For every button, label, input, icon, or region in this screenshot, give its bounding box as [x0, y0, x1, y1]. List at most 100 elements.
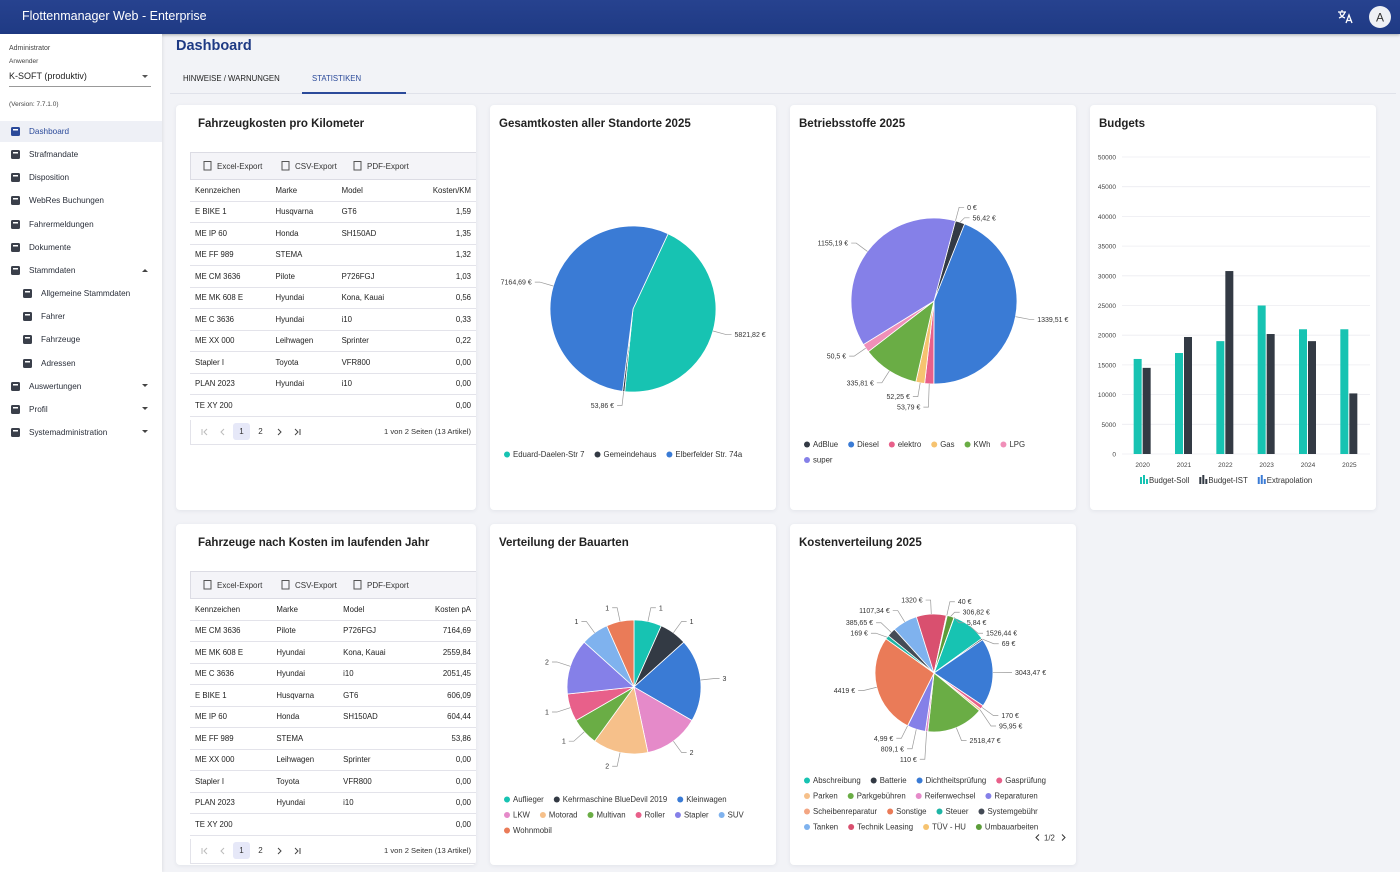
translate-icon[interactable]: [1336, 8, 1354, 26]
legend-item[interactable]: Batterie: [870, 776, 907, 785]
legend-item[interactable]: Umbauarbeiten: [975, 823, 1038, 832]
column-header[interactable]: Marke: [270, 180, 337, 202]
bar[interactable]: [1142, 367, 1151, 454]
table-row: ME IP 60 Honda SH150AD 604,44: [190, 706, 476, 728]
menu-item[interactable]: Fahrermeldungen: [0, 214, 162, 235]
bar[interactable]: [1299, 329, 1307, 454]
legend-item[interactable]: Budget-IST: [1199, 475, 1248, 485]
legend-dot: [718, 812, 725, 818]
column-header[interactable]: Kennzeichen: [190, 599, 272, 621]
legend-item[interactable]: Sonstige: [887, 807, 927, 816]
pie-slice[interactable]: [549, 225, 669, 392]
page-button[interactable]: 1: [233, 841, 250, 859]
menu-item[interactable]: Fahrzeuge: [0, 329, 162, 350]
legend-item[interactable]: Wohnmobil: [504, 826, 552, 835]
legend-item[interactable]: Budget-Soll: [1140, 475, 1190, 485]
tab[interactable]: HINWEISE / WARNUNGEN: [173, 66, 303, 92]
role: Administrator: [9, 45, 51, 52]
legend-item[interactable]: Systemgebühr: [978, 807, 1038, 816]
pie-slice[interactable]: [633, 641, 702, 722]
legend-item[interactable]: elektro: [888, 440, 922, 449]
column-header[interactable]: Model: [336, 180, 410, 202]
bar[interactable]: [1133, 358, 1142, 454]
pie-slice[interactable]: [606, 619, 635, 688]
legend-item[interactable]: Kleinwagen: [677, 795, 727, 804]
column-header[interactable]: Model: [338, 599, 412, 621]
bar[interactable]: [1308, 341, 1316, 454]
legend-item[interactable]: Multivan: [587, 811, 626, 820]
pie-slice[interactable]: [933, 223, 1018, 385]
page-button[interactable]: 2: [252, 842, 269, 859]
bar[interactable]: [1349, 393, 1358, 454]
column-header[interactable]: Marke: [271, 599, 339, 621]
bar[interactable]: [1184, 336, 1192, 454]
legend-item[interactable]: Kehrmaschine BlueDevil 2019: [553, 795, 667, 804]
page-button[interactable]: 2: [252, 423, 269, 440]
card: Budgets 0 5000 10000 15000 20000 25000 30000 350…: [1090, 105, 1376, 510]
legend-item[interactable]: KWh: [964, 440, 991, 449]
tab[interactable]: STATISTIKEN: [302, 66, 406, 94]
column-header[interactable]: Kosten/KM: [409, 180, 476, 202]
menu-item[interactable]: Strafmandate: [0, 144, 162, 165]
legend-item[interactable]: LKW: [504, 811, 531, 820]
menu-item[interactable]: Fahrer: [0, 306, 162, 327]
column-header[interactable]: Kennzeichen: [190, 180, 271, 202]
menu-item[interactable]: Systemadministration: [0, 422, 162, 443]
menu-item[interactable]: Dashboard: [0, 121, 162, 142]
legend-item[interactable]: Stapler: [674, 811, 709, 820]
menu-item[interactable]: Adressen: [0, 353, 162, 374]
legend-item[interactable]: Gemeindehaus: [594, 450, 657, 459]
legend-item[interactable]: SUV: [718, 811, 745, 820]
legend-item[interactable]: Scheibenreparatur: [804, 807, 878, 816]
bar[interactable]: [1216, 341, 1225, 454]
legend-item[interactable]: TÜV - HU: [923, 823, 966, 832]
legend-item[interactable]: Dichtheitsprüfung: [916, 776, 987, 785]
menu-item[interactable]: Profil: [0, 399, 162, 420]
legend-item[interactable]: Roller: [635, 811, 666, 820]
legend-item[interactable]: Steuer: [936, 807, 969, 816]
bar[interactable]: [1175, 353, 1183, 454]
bar[interactable]: [1266, 334, 1275, 454]
menu-item[interactable]: WebRes Buchungen: [0, 190, 162, 211]
menu-item[interactable]: Allgemeine Stammdaten: [0, 283, 162, 304]
legend-item[interactable]: Abschreibung: [804, 776, 861, 785]
legend-label: Gas: [940, 440, 954, 449]
bar[interactable]: [1340, 329, 1349, 454]
avatar[interactable]: A: [1368, 5, 1392, 29]
menu-item[interactable]: Disposition: [0, 167, 162, 188]
legend-item[interactable]: Motorad: [539, 811, 578, 820]
pie-slice[interactable]: [594, 686, 649, 755]
legend-pager[interactable]: 1/2: [1035, 834, 1066, 843]
menu-item[interactable]: Auswertungen: [0, 376, 162, 397]
menu-item[interactable]: Dokumente: [0, 237, 162, 258]
legend-item[interactable]: Tanken: [804, 823, 838, 832]
legend-item[interactable]: LPG: [1000, 440, 1025, 449]
legend-item[interactable]: Diesel: [848, 440, 879, 449]
bar[interactable]: [1257, 305, 1266, 455]
pie-slice[interactable]: [933, 639, 994, 707]
legend-item[interactable]: Gasprüfung: [996, 776, 1046, 785]
legend-item[interactable]: Parkgebühren: [847, 792, 906, 801]
pie-slice[interactable]: [850, 217, 956, 346]
column-header[interactable]: Kosten pA: [411, 599, 476, 621]
legend-item[interactable]: Reparaturen: [985, 792, 1038, 801]
pie-slice[interactable]: [633, 686, 693, 754]
legend-item[interactable]: Gas: [931, 440, 955, 449]
page-button[interactable]: 1: [233, 422, 250, 440]
legend-item[interactable]: Eduard-Daelen-Str 7: [504, 450, 585, 459]
leader-line: [617, 391, 625, 406]
menu-item[interactable]: Stammdaten: [0, 260, 162, 281]
bar[interactable]: [1225, 271, 1234, 454]
legend-item[interactable]: Auflieger: [504, 795, 544, 804]
pie-slice[interactable]: [624, 233, 717, 393]
legend-item[interactable]: Elberfelder Str. 74a: [666, 450, 743, 459]
legend-item[interactable]: Parken: [804, 792, 838, 801]
legend-item[interactable]: AdBlue: [804, 440, 838, 449]
tenant-select[interactable]: K-SOFT (produktiv): [9, 71, 151, 87]
legend-item[interactable]: Technik Leasing: [848, 823, 913, 832]
legend-item[interactable]: super: [804, 456, 833, 465]
legend-item[interactable]: Extrapolation: [1257, 475, 1313, 485]
legend-item[interactable]: Reifenwechsel: [915, 792, 976, 801]
pie-slice[interactable]: [566, 641, 635, 695]
